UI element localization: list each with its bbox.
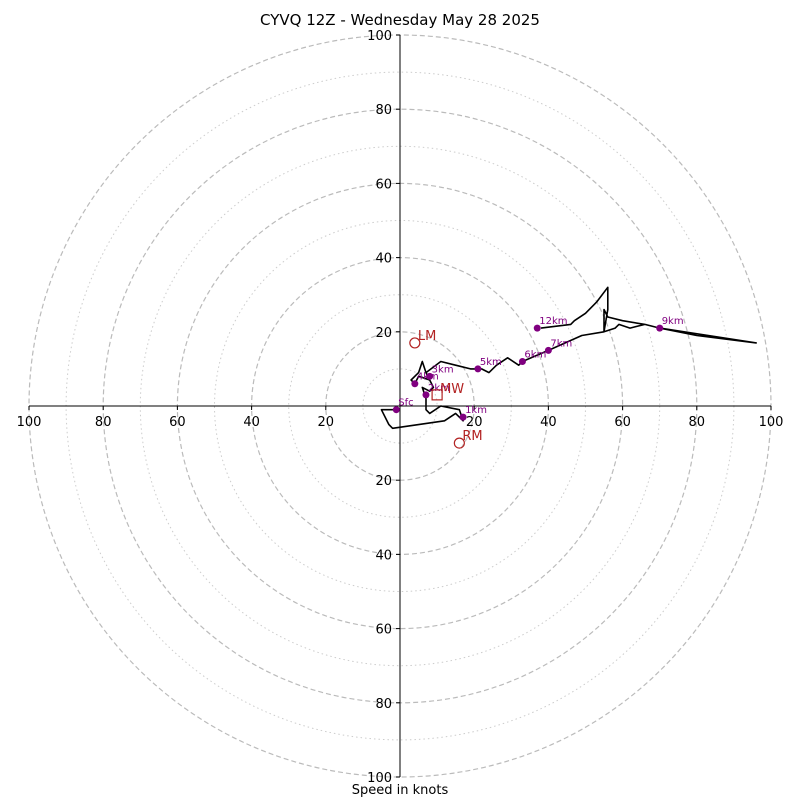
height-marker-9km: 9km: [656, 316, 684, 332]
axes-layer: [29, 35, 771, 777]
height-marker-label: 12km: [539, 316, 567, 327]
height-marker-dot: [411, 380, 419, 388]
height-marker-dot: [518, 357, 526, 365]
storm-motion-square: [431, 389, 443, 401]
height-marker-dot: [392, 406, 400, 414]
x-tick-label: 60: [169, 415, 186, 430]
height-marker-1km: 1km: [459, 405, 487, 421]
x-tick-label: 20: [318, 415, 335, 430]
y-tick-label: 20: [375, 474, 392, 489]
x-axis-label: Speed in knots: [351, 783, 449, 798]
height-marker-6km: 6km: [518, 349, 546, 365]
x-tick-label: 20: [466, 415, 483, 430]
storm-motion-RM: RM: [453, 429, 483, 449]
y-tick-label: 40: [375, 548, 392, 563]
height-marker-12km: 12km: [533, 316, 568, 332]
x-tick-label: 40: [540, 415, 557, 430]
x-tick-label: 60: [614, 415, 631, 430]
height-marker-dot: [426, 372, 434, 380]
y-tick-label: 100: [367, 771, 392, 786]
height-marker-label: 2km: [428, 383, 450, 394]
height-marker-label: 5km: [480, 357, 502, 368]
height-marker-7km: 7km: [544, 338, 572, 354]
storm-motion-label: RM: [462, 429, 482, 444]
x-tick-label: 100: [759, 415, 784, 430]
storm-motion-label: LM: [418, 329, 436, 344]
chart-title: CYVQ 12Z - Wednesday May 28 2025: [260, 11, 540, 29]
height-marker-label: 7km: [550, 338, 572, 349]
height-marker-dot: [544, 346, 552, 354]
height-marker-label: 3km: [432, 364, 454, 375]
height-marker-label: 1km: [465, 405, 487, 416]
storm-motion-circle: [409, 337, 421, 349]
height-marker-label: 9km: [662, 316, 684, 327]
hodograph-trace-layer: [380, 286, 758, 430]
height-marker-4km: 4km: [411, 372, 439, 388]
height-marker-label: 4km: [417, 372, 439, 383]
y-tick-label: 60: [375, 623, 392, 638]
x-tick-label: 80: [689, 415, 706, 430]
height-marker-dot: [459, 413, 467, 421]
y-tick-label: 80: [375, 697, 392, 712]
storm-motion-MW: MW: [431, 382, 464, 401]
y-tick-label: 80: [375, 103, 392, 118]
height-marker-dot: [656, 324, 664, 332]
storm-motion-label: MW: [440, 382, 464, 397]
height-marker-3km: 3km: [426, 364, 454, 380]
storm-motion-markers: LM RM MW: [409, 329, 483, 449]
height-marker-label: Sfc: [398, 398, 413, 409]
height-marker-dot: [474, 365, 482, 373]
height-marker-Sfc: Sfc: [392, 398, 414, 414]
storm-motion-circle: [453, 437, 465, 449]
height-marker-dot: [422, 391, 430, 399]
y-tick-label: 20: [375, 326, 392, 341]
y-tick-label: 40: [375, 252, 392, 267]
height-marker-label: 6km: [524, 349, 546, 360]
height-marker-5km: 5km: [474, 357, 502, 373]
storm-motion-LM: LM: [409, 329, 436, 349]
height-marker-dot: [533, 324, 541, 332]
x-tick-label: 40: [243, 415, 260, 430]
y-tick-label: 100: [367, 29, 392, 44]
y-tick-label: 60: [375, 177, 392, 192]
x-tick-label: 80: [95, 415, 112, 430]
x-tick-label: 100: [17, 415, 42, 430]
hodograph-trace-0: [380, 286, 758, 430]
height-marker-2km: 2km: [422, 383, 450, 399]
tick-labels: 20 20 20 20 40 40 40 40 60 60 60 60 80 80 80 80 100 100 10…: [17, 29, 784, 786]
